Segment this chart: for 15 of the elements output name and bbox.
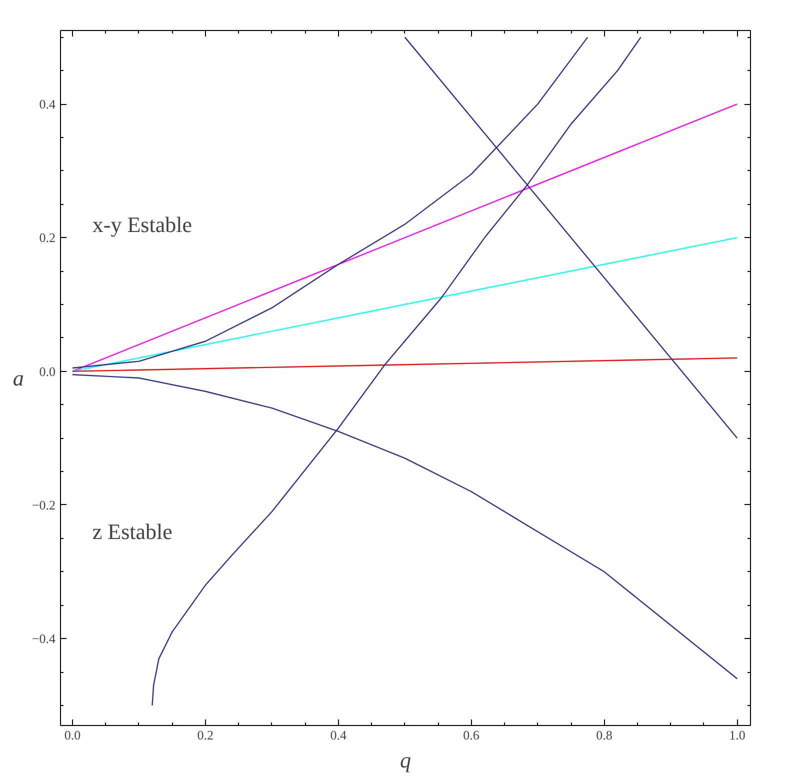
annotation: x-y Estable <box>92 212 192 237</box>
y-tick-label: 0.0 <box>39 364 56 379</box>
x-tick-label: 0.8 <box>596 728 612 742</box>
y-tick-label: −0.4 <box>32 631 56 646</box>
y-tick-label: 0.2 <box>39 230 56 246</box>
y-axis-title: a <box>12 366 24 390</box>
x-tick-label: 1.0 <box>729 728 746 742</box>
x-tick-label: 0.6 <box>463 728 480 742</box>
y-tick-label: −0.2 <box>32 497 56 512</box>
x-tick-label: 0.0 <box>64 728 81 742</box>
x-tick-label: 0.2 <box>197 728 214 742</box>
annotation: z Estable <box>92 519 172 544</box>
x-axis-title: q <box>400 748 411 772</box>
x-tick-label: 0.4 <box>330 728 347 742</box>
y-tick-label: 0.4 <box>39 96 56 112</box>
